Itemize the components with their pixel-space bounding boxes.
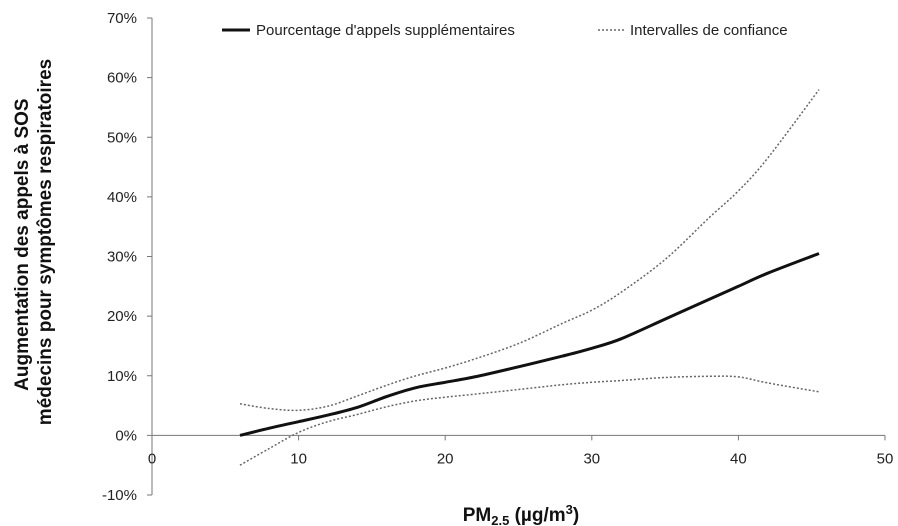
y-tick-label: 0% [115,427,137,444]
y-tick-label: 70% [107,10,137,27]
x-tick-label: 10 [290,450,307,467]
legend: Pourcentage d'appels supplémentaires Int… [222,22,788,39]
x-tick-label: 20 [437,450,454,467]
y-axis-title-line-2: médecins pour symptômes respiratoires [35,59,56,425]
series-layer [239,89,820,466]
y-tick-label: 40% [107,189,137,206]
x-axis-title-superscript: 3 [566,502,573,517]
y-tick-label: -10% [102,487,137,504]
y-tick-label: 50% [107,129,137,146]
y-tick-label: 20% [107,308,137,325]
series-line-ci-lower [239,375,820,466]
axes: -10% 0% 10% 20% 30% 40% 50% 60% 70% 0 10 20 30 40 50 [102,10,893,504]
x-axis-title-unit-close: ) [573,505,579,526]
x-axis-title: PM2.5 (µg/m3) [463,502,579,526]
x-axis-title-main: PM [463,505,492,526]
x-axis-title-unit-open: (µg/m [509,505,565,526]
y-axis-title: Augmentation des appels à SOS médecins p… [12,59,56,425]
y-tick-label: 10% [107,368,137,385]
legend-label-confidence: Intervalles de confiance [630,22,788,39]
x-tick-label: 50 [877,450,894,467]
x-tick-label: 30 [583,450,600,467]
x-axis-title-subscript: 2.5 [491,513,509,526]
legend-label-estimate: Pourcentage d'appels supplémentaires [256,22,515,39]
x-tick-label: 40 [730,450,747,467]
series-line-ci-upper [239,89,820,412]
y-tick-label: 30% [107,249,137,266]
x-tick-label: 0 [148,450,156,467]
series-line-estimate [239,252,820,437]
y-tick-label: 60% [107,70,137,87]
y-axis-title-line-1: Augmentation des appels à SOS [12,98,33,390]
